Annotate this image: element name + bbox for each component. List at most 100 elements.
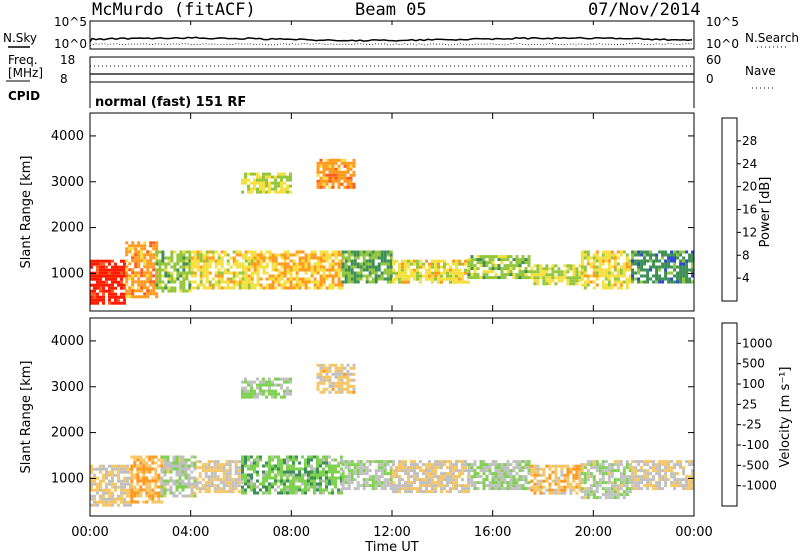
power-cell xyxy=(500,255,504,259)
power-cell xyxy=(569,276,573,280)
velocity-cell xyxy=(148,482,152,486)
power-cell xyxy=(238,280,242,284)
velocity-cell xyxy=(449,472,452,476)
power-cell xyxy=(515,258,519,262)
velocity-cell xyxy=(277,461,280,465)
power-cell xyxy=(256,280,260,284)
power-cell xyxy=(446,262,449,266)
power-cell xyxy=(685,262,689,266)
velocity-cell xyxy=(154,494,158,498)
power-cell xyxy=(583,274,587,278)
x-tick-label: 16:00 xyxy=(474,525,511,540)
power-cell xyxy=(646,253,650,257)
power-cell xyxy=(259,190,262,194)
velocity-cell xyxy=(148,458,152,462)
power-cell xyxy=(619,265,623,269)
power-cell xyxy=(140,253,144,257)
velocity-cell xyxy=(151,500,155,504)
velocity-cell xyxy=(213,466,217,470)
power-cell xyxy=(289,277,293,281)
power-cell xyxy=(158,283,162,287)
power-cell xyxy=(331,280,335,284)
velocity-cell xyxy=(241,380,244,384)
velocity-cell xyxy=(292,470,295,474)
power-cell xyxy=(96,292,99,296)
power-cell xyxy=(185,250,189,254)
power-cell xyxy=(419,274,422,278)
velocity-cell xyxy=(380,475,384,479)
power-cell xyxy=(404,265,407,269)
power-cell xyxy=(407,259,410,263)
velocity-cell xyxy=(213,475,217,479)
velocity-cell xyxy=(319,378,323,382)
power-cell xyxy=(497,267,501,271)
power-cell xyxy=(205,265,209,269)
velocity-cell xyxy=(274,395,277,399)
velocity-cell xyxy=(572,476,576,480)
power-cell xyxy=(527,255,531,259)
power-cell xyxy=(96,295,99,299)
velocity-cell xyxy=(277,473,280,477)
power-cell xyxy=(346,185,350,189)
velocity-cell xyxy=(160,494,164,498)
power-cell xyxy=(631,259,635,263)
power-cell xyxy=(253,262,257,266)
velocity-cell xyxy=(392,481,395,485)
power-cell xyxy=(473,270,477,274)
power-cell xyxy=(93,277,96,281)
velocity-cell xyxy=(398,478,401,482)
power-cell xyxy=(494,273,498,277)
velocity-cell xyxy=(566,473,570,477)
power-cell xyxy=(152,247,156,251)
power-cell xyxy=(425,259,428,263)
power-cell xyxy=(322,176,326,180)
velocity-cell xyxy=(96,488,99,492)
power-cell xyxy=(473,267,477,271)
power-cell xyxy=(404,277,407,281)
power-cell xyxy=(368,271,372,275)
power-cell xyxy=(467,276,471,280)
velocity-cell xyxy=(271,392,274,396)
velocity-cell xyxy=(304,467,307,471)
velocity-cell xyxy=(111,464,114,468)
velocity-cell xyxy=(425,481,428,485)
velocity-cell xyxy=(601,475,605,479)
velocity-cell xyxy=(111,482,114,486)
velocity-cell xyxy=(274,467,277,471)
velocity-cell xyxy=(298,476,301,480)
power-cell xyxy=(259,178,262,182)
velocity-cell xyxy=(551,479,555,483)
power-cell xyxy=(188,271,192,275)
velocity-cell xyxy=(250,455,253,459)
velocity-cell xyxy=(461,469,464,473)
power-cell xyxy=(601,271,605,275)
velocity-cell xyxy=(344,481,348,485)
velocity-cell xyxy=(96,467,99,471)
velocity-cell xyxy=(506,472,510,476)
velocity-cell xyxy=(563,464,567,468)
velocity-cell xyxy=(123,485,126,489)
power-cell xyxy=(265,175,268,179)
power-cell xyxy=(90,298,93,302)
power-cell xyxy=(374,265,378,269)
velocity-cell xyxy=(148,494,152,498)
velocity-cell xyxy=(530,470,534,474)
velocity-cell xyxy=(419,478,422,482)
power-cell xyxy=(146,259,150,263)
velocity-cell xyxy=(178,491,182,495)
power-cell xyxy=(518,276,522,280)
velocity-cell xyxy=(280,467,283,471)
velocity-cell xyxy=(509,487,513,491)
power-cell xyxy=(137,283,141,287)
velocity-cell xyxy=(157,491,161,495)
velocity-cell xyxy=(673,472,677,476)
power-cell xyxy=(102,283,105,287)
nsky-tick-low: 10^0 xyxy=(54,37,87,51)
power-cell xyxy=(374,268,378,272)
power-cell xyxy=(622,280,626,284)
power-cell xyxy=(96,274,99,278)
power-cell xyxy=(331,277,335,281)
power-cell xyxy=(328,179,332,183)
velocity-cell xyxy=(289,464,292,468)
velocity-cell xyxy=(664,478,668,482)
